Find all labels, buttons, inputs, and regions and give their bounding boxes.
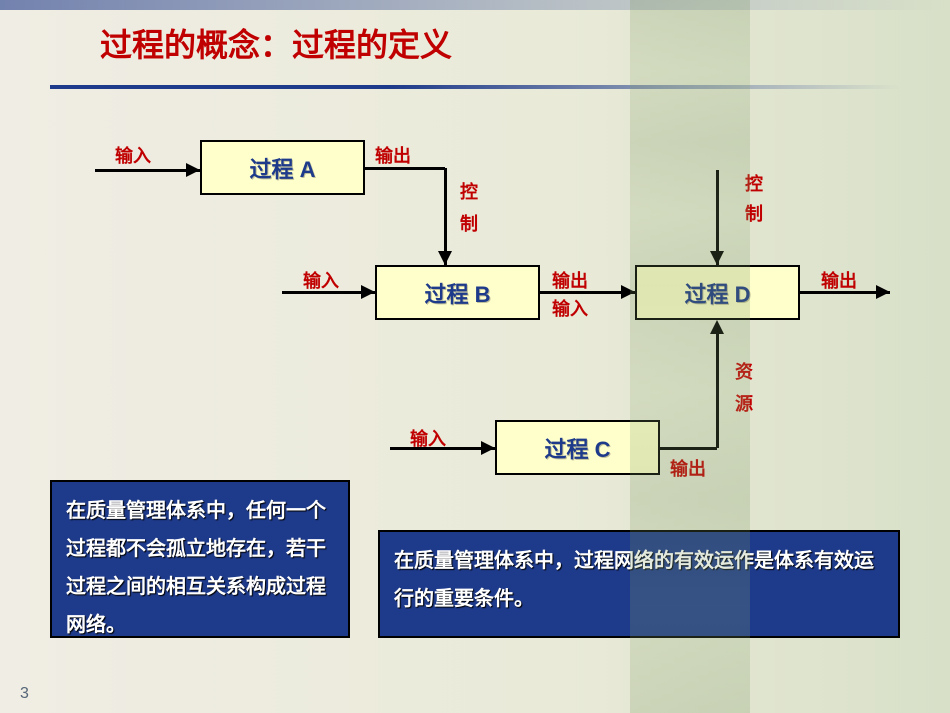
explanation-tb1: 在质量管理体系中，任何一个过程都不会孤立地存在，若干过程之间的相互关系构成过程网… [50,480,350,638]
arrow-head [361,285,375,299]
arrow-seg [660,447,717,450]
process-box-a: 过程 A [200,140,365,195]
label-D_ctrl1: 控 [745,170,763,196]
label-B_out: 输出 [552,267,588,293]
label-B_in: 输入 [303,267,339,293]
slide-title: 过程的概念：过程的定义 [100,20,452,66]
arrow-head [621,285,635,299]
arrow-head [876,285,890,299]
arrow-seg [95,169,200,172]
explanation-tb2: 在质量管理体系中，过程网络的有效运作是体系有效运行的重要条件。 [378,530,900,638]
label-A_ctrl1: 控 [460,178,478,204]
label-D_res1: 资 [735,358,753,384]
arrow-head [438,251,452,265]
arrow-seg [716,334,719,448]
arrow-head [710,320,724,334]
label-A_in: 输入 [115,142,151,168]
label-BD_in: 输入 [552,295,588,321]
label-A_ctrl2: 制 [460,210,478,236]
page-number: 3 [20,685,29,703]
process-box-d: 过程 D [635,265,800,320]
arrow-seg [390,447,495,450]
title-underline [50,85,900,89]
label-C_out: 输出 [670,455,706,481]
label-D_res2: 源 [735,390,753,416]
label-D_out: 输出 [821,267,857,293]
arrow-head [481,441,495,455]
arrow-head [186,163,200,177]
process-box-c: 过程 C [495,420,660,475]
arrow-head [710,251,724,265]
arrow-seg [365,167,445,170]
label-D_ctrl2: 制 [745,200,763,226]
top-edge-deco [0,0,950,10]
process-box-b: 过程 B [375,265,540,320]
label-A_out: 输出 [375,142,411,168]
